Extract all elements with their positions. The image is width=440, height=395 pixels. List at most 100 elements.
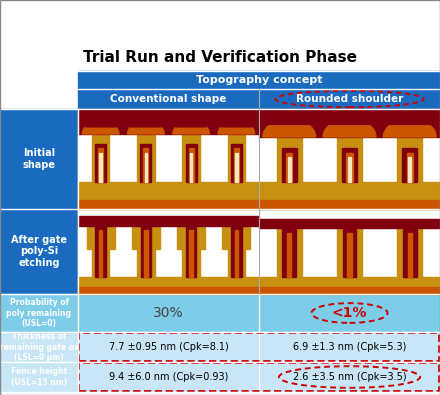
Bar	[348, 157, 351, 182]
Bar	[231, 144, 242, 182]
Bar	[189, 149, 194, 182]
Polygon shape	[396, 222, 424, 228]
Polygon shape	[176, 120, 207, 127]
Bar	[95, 144, 106, 182]
Bar	[259, 287, 440, 294]
Bar	[227, 226, 245, 277]
Bar	[141, 226, 151, 277]
Bar	[231, 226, 242, 277]
Bar	[0, 209, 78, 294]
Bar	[78, 182, 259, 209]
Bar	[98, 149, 103, 182]
Bar	[78, 209, 259, 294]
Bar	[137, 226, 154, 277]
Bar	[337, 137, 362, 182]
Bar	[402, 148, 418, 182]
Bar	[287, 233, 291, 277]
Bar	[0, 45, 440, 71]
Text: Thickness of
remaining gate ox
(LSL=0 μm): Thickness of remaining gate ox (LSL=0 μm…	[0, 332, 78, 362]
Bar	[259, 332, 440, 362]
Text: After gate
poly-Si
etching: After gate poly-Si etching	[11, 235, 67, 268]
Bar	[259, 294, 440, 332]
Bar	[183, 134, 200, 182]
Bar	[235, 153, 238, 182]
Polygon shape	[336, 222, 363, 228]
Bar	[277, 137, 302, 182]
Bar	[259, 219, 440, 228]
Bar	[78, 287, 259, 294]
Text: Topography concept: Topography concept	[196, 75, 322, 85]
Bar	[92, 134, 109, 182]
Bar	[282, 228, 296, 277]
Bar	[186, 144, 197, 182]
Bar	[223, 226, 227, 249]
Bar	[259, 89, 440, 109]
Polygon shape	[275, 222, 303, 228]
Bar	[78, 332, 259, 362]
Bar	[259, 277, 440, 294]
Text: 30%: 30%	[153, 306, 184, 320]
Polygon shape	[221, 120, 252, 127]
Bar	[143, 149, 148, 182]
Bar	[286, 153, 293, 182]
Text: 2.6 ±3.5 nm (Cpk=3.5): 2.6 ±3.5 nm (Cpk=3.5)	[293, 372, 406, 382]
Bar	[0, 332, 78, 362]
Text: 6.9 ±1.3 nm (Cpk=5.3): 6.9 ±1.3 nm (Cpk=5.3)	[293, 342, 406, 352]
Bar	[282, 148, 297, 182]
Bar	[132, 226, 137, 249]
Polygon shape	[128, 121, 164, 134]
Text: 9.4 ±6.0 nm (Cpk=0.93): 9.4 ±6.0 nm (Cpk=0.93)	[109, 372, 228, 382]
Bar	[78, 89, 259, 109]
Bar	[186, 226, 196, 277]
Text: Trial Run and Verification Phase: Trial Run and Verification Phase	[83, 51, 357, 66]
Bar	[288, 157, 291, 182]
Bar	[78, 109, 259, 134]
Text: <1%: <1%	[332, 306, 367, 320]
Bar	[277, 228, 302, 277]
Bar	[78, 216, 259, 226]
Polygon shape	[173, 121, 209, 134]
Bar	[343, 228, 356, 277]
Bar	[200, 226, 205, 249]
Polygon shape	[263, 119, 315, 137]
Bar	[346, 153, 353, 182]
Bar	[407, 153, 413, 182]
Text: 7.7 ±0.95 nm (Cpk=8.1): 7.7 ±0.95 nm (Cpk=8.1)	[109, 342, 228, 352]
Bar	[0, 294, 78, 332]
Bar	[234, 149, 239, 182]
Polygon shape	[82, 121, 119, 134]
Polygon shape	[340, 224, 359, 228]
Text: Conventional shape: Conventional shape	[110, 94, 227, 104]
Bar	[259, 199, 440, 209]
Bar	[87, 226, 92, 249]
Polygon shape	[383, 119, 436, 137]
Text: Probability of
poly remaining
(USL=0): Probability of poly remaining (USL=0)	[7, 298, 71, 328]
Bar	[397, 228, 422, 277]
Bar	[259, 109, 440, 209]
Bar	[408, 233, 412, 277]
Bar	[408, 157, 411, 182]
Bar	[78, 71, 440, 89]
Bar	[109, 226, 114, 249]
Bar	[137, 134, 154, 182]
Bar	[189, 230, 193, 277]
Bar	[177, 226, 183, 249]
Bar	[78, 294, 259, 332]
Bar	[144, 230, 148, 277]
Bar	[348, 233, 352, 277]
Bar	[78, 109, 259, 209]
Text: Rounded shoulder: Rounded shoulder	[296, 94, 403, 104]
Bar	[259, 109, 440, 137]
Polygon shape	[130, 120, 161, 127]
Text: Fence height
(USL=15 nm): Fence height (USL=15 nm)	[11, 367, 67, 387]
Polygon shape	[323, 119, 376, 137]
Bar	[397, 137, 422, 182]
Bar	[403, 228, 417, 277]
Bar	[95, 226, 106, 277]
Bar	[0, 362, 78, 392]
Polygon shape	[268, 116, 310, 124]
Bar	[227, 134, 245, 182]
Bar	[154, 226, 160, 249]
Bar	[190, 153, 192, 182]
Bar	[0, 109, 78, 209]
